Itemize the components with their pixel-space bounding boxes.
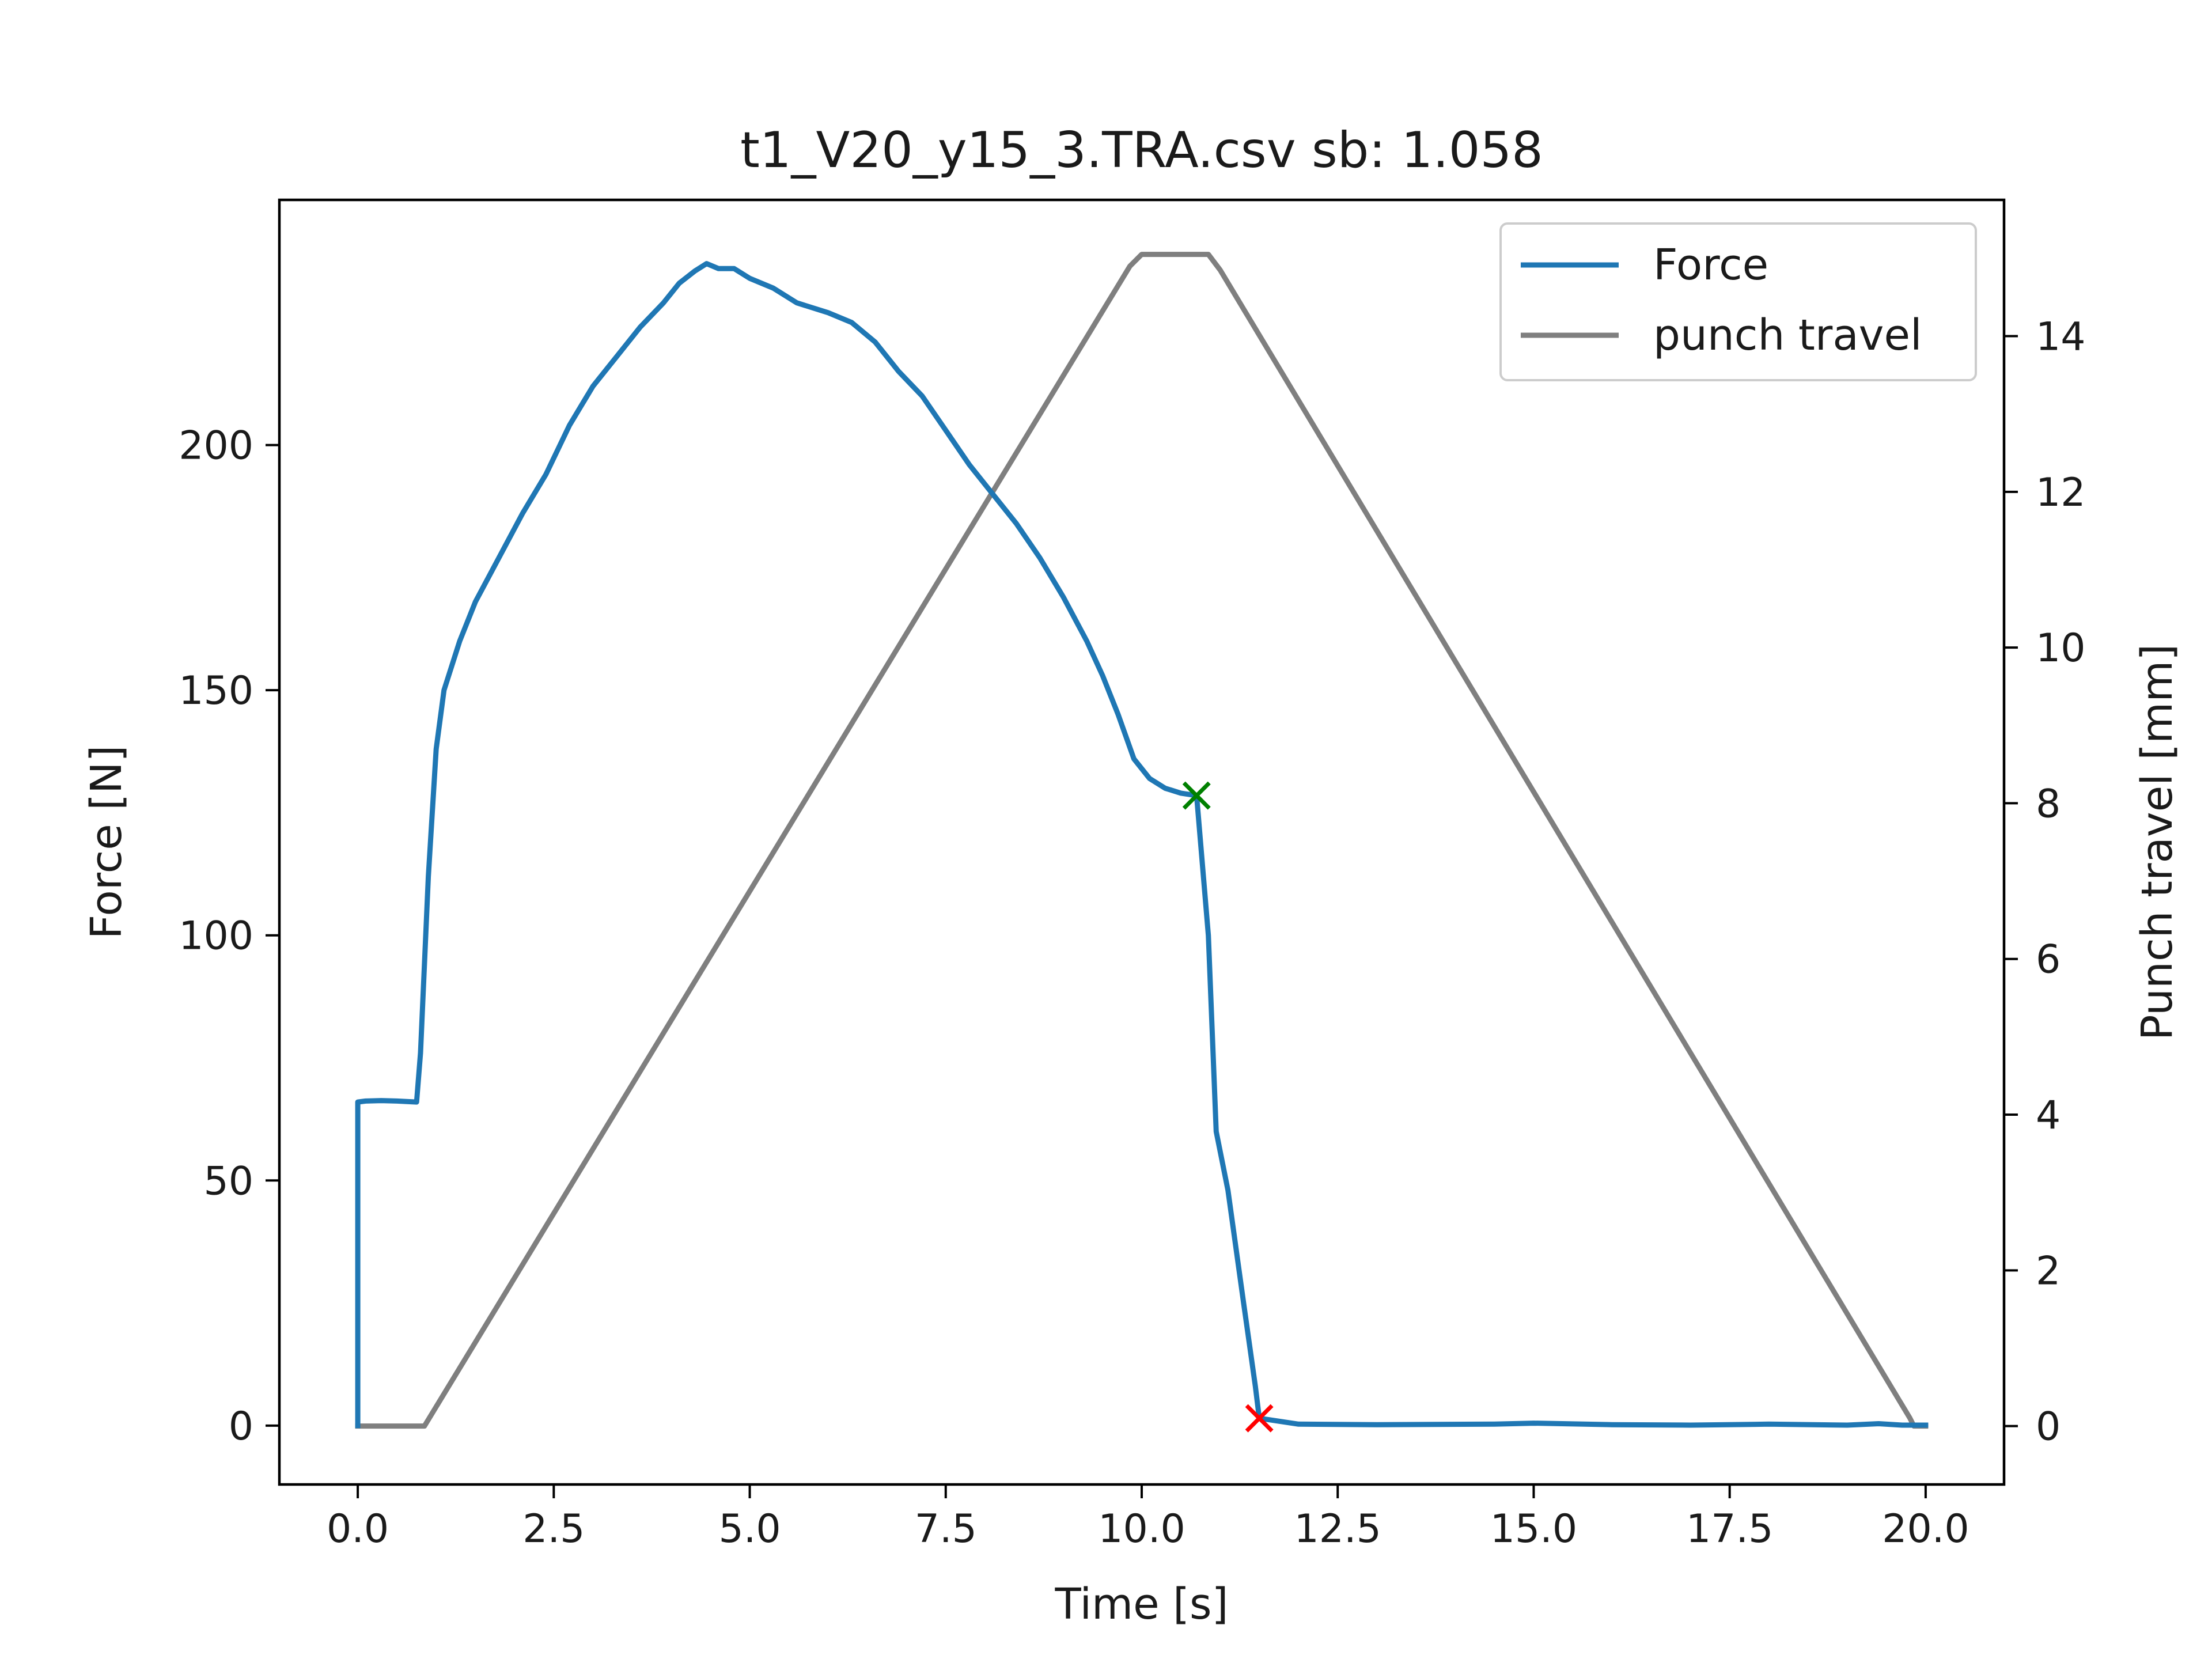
y-tick-label: 150: [179, 668, 253, 714]
x-tick-label: 15.0: [1490, 1506, 1577, 1552]
y2-tick-label: 14: [2036, 315, 2086, 360]
marker-green-x: [1182, 781, 1211, 810]
x-tick-label: 0.0: [327, 1506, 389, 1552]
legend-label-punch-travel: punch travel: [1653, 310, 1922, 360]
y-tick-label: 0: [229, 1404, 253, 1449]
x-axis-label: Time [s]: [1055, 1580, 1229, 1629]
x-tick-label: 5.0: [718, 1506, 781, 1552]
y-axis-right: 0 2 4 6 8 10 12 14: [2004, 315, 2086, 1450]
y-tick-label: 100: [179, 914, 253, 959]
y2-tick-label: 12: [2036, 470, 2086, 516]
legend-box: [1499, 222, 1977, 381]
y2-tick-label: 8: [2036, 781, 2061, 827]
y-tick-label: 200: [179, 423, 253, 469]
marker-stroke: [1182, 781, 1211, 810]
x-tick-label: 10.0: [1098, 1506, 1185, 1552]
x-tick-label: 12.5: [1294, 1506, 1381, 1552]
x-tick-label: 2.5: [522, 1506, 585, 1552]
x-tick-label: 17.5: [1686, 1506, 1773, 1552]
legend: Force punch travel: [1499, 222, 1977, 381]
marker-layer: [1182, 781, 1274, 1433]
legend-label-force: Force: [1653, 240, 1768, 290]
y2-tick-label: 4: [2036, 1093, 2061, 1138]
y2-tick-label: 2: [2036, 1248, 2061, 1294]
y2-tick-label: 10: [2036, 626, 2086, 671]
x-tick-label: 20.0: [1882, 1506, 1969, 1552]
y2-tick-label: 6: [2036, 937, 2061, 983]
series-layer: [355, 252, 1929, 1429]
y-axis-left: 0 50 100 150 200: [179, 423, 279, 1449]
y2-axis-label: Punch travel [mm]: [2133, 644, 2182, 1040]
y2-tick-label: 0: [2036, 1404, 2061, 1450]
y-axis-label: Force [N]: [82, 745, 131, 940]
series-line-force: [355, 261, 1929, 1429]
marker-stroke: [1245, 1404, 1274, 1433]
x-axis: 0.0 2.5 5.0 7.5 10.0 12.5 15.0 17.5 20.0: [327, 1484, 1969, 1552]
x-tick-label: 7.5: [915, 1506, 977, 1552]
y-tick-label: 50: [203, 1158, 253, 1204]
marker-red-x: [1245, 1404, 1274, 1433]
chart-title: t1_V20_y15_3.TRA.csv sb: 1.058: [740, 122, 1543, 179]
